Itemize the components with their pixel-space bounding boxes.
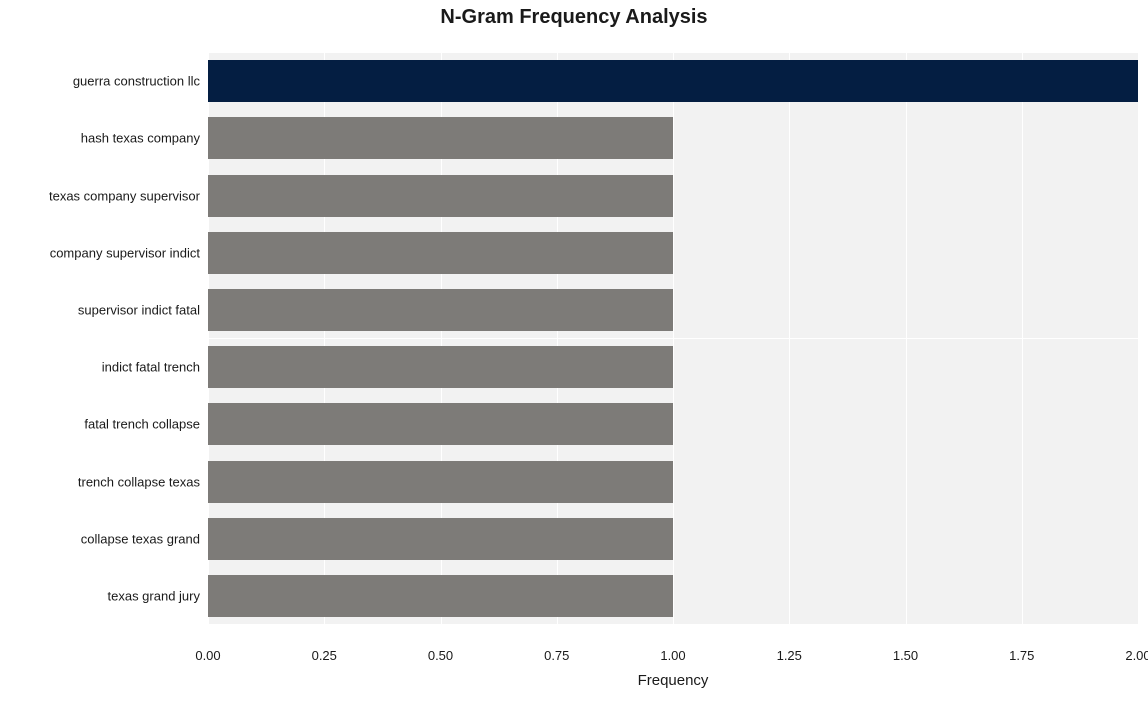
bar: [208, 346, 673, 388]
x-tick-label: 1.00: [660, 648, 685, 663]
plot-area: [208, 36, 1138, 641]
bar: [208, 117, 673, 159]
x-tick-label: 1.25: [777, 648, 802, 663]
y-tick-label: guerra construction llc: [0, 74, 200, 89]
bar: [208, 60, 1138, 102]
bar: [208, 403, 673, 445]
y-tick-label: texas company supervisor: [0, 188, 200, 203]
y-tick-label: indict fatal trench: [0, 360, 200, 375]
y-tick-label: supervisor indict fatal: [0, 302, 200, 317]
bar: [208, 232, 673, 274]
bar: [208, 289, 673, 331]
x-tick-label: 2.00: [1125, 648, 1148, 663]
x-axis-label: Frequency: [99, 672, 1148, 689]
x-tick-label: 0.75: [544, 648, 569, 663]
ngram-frequency-chart: N-Gram Frequency Analysis guerra constru…: [0, 0, 1148, 701]
bar: [208, 461, 673, 503]
gridline: [673, 36, 674, 641]
y-tick-label: hash texas company: [0, 131, 200, 146]
gridline: [1138, 36, 1139, 641]
x-tick-label: 0.50: [428, 648, 453, 663]
chart-title: N-Gram Frequency Analysis: [0, 6, 1148, 29]
bar: [208, 175, 673, 217]
y-tick-label: texas grand jury: [0, 588, 200, 603]
x-tick-label: 0.25: [312, 648, 337, 663]
x-tick-label: 1.75: [1009, 648, 1034, 663]
y-tick-label: collapse texas grand: [0, 531, 200, 546]
y-tick-label: trench collapse texas: [0, 474, 200, 489]
bar: [208, 575, 673, 617]
y-tick-label: fatal trench collapse: [0, 417, 200, 432]
x-tick-label: 1.50: [893, 648, 918, 663]
gridline: [1022, 36, 1023, 641]
bar: [208, 518, 673, 560]
y-tick-label: company supervisor indict: [0, 245, 200, 260]
gridline: [789, 36, 790, 641]
gridline: [906, 36, 907, 641]
x-tick-label: 0.00: [195, 648, 220, 663]
